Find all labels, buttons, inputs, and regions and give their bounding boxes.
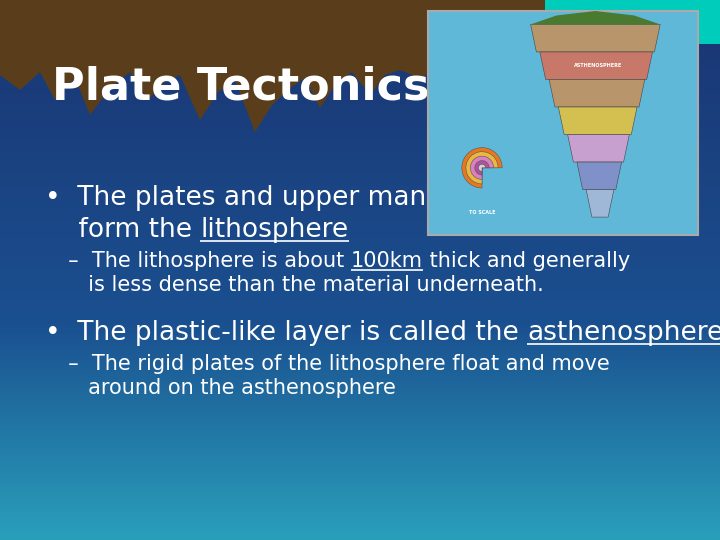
Wedge shape	[466, 152, 498, 184]
Text: Plate Tectonics: Plate Tectonics	[52, 65, 430, 108]
Wedge shape	[462, 147, 502, 188]
Text: 100km: 100km	[351, 251, 423, 271]
Polygon shape	[0, 0, 720, 132]
Text: –  The lithosphere is about: – The lithosphere is about	[55, 251, 351, 271]
Polygon shape	[577, 162, 621, 190]
Polygon shape	[545, 0, 720, 44]
Bar	[428, 11, 698, 235]
Polygon shape	[586, 190, 614, 217]
Text: TO SCALE: TO SCALE	[469, 210, 495, 215]
Text: •  The plates and upper mantle: • The plates and upper mantle	[45, 185, 460, 211]
Polygon shape	[567, 134, 629, 162]
Text: asthenosphere: asthenosphere	[527, 320, 720, 346]
Text: lithosphere: lithosphere	[200, 217, 348, 243]
Text: ASTHENOSPHERE: ASTHENOSPHERE	[574, 63, 622, 68]
Text: form the: form the	[45, 217, 200, 243]
Polygon shape	[531, 11, 660, 24]
Polygon shape	[540, 52, 652, 79]
Text: around on the asthenosphere: around on the asthenosphere	[55, 378, 396, 398]
Wedge shape	[470, 156, 494, 179]
Wedge shape	[478, 164, 485, 171]
Text: is less dense than the material underneath.: is less dense than the material undernea…	[55, 275, 544, 295]
Text: –  The rigid plates of the lithosphere float and move: – The rigid plates of the lithosphere fl…	[55, 354, 610, 374]
Polygon shape	[559, 107, 637, 134]
Wedge shape	[474, 160, 489, 175]
Text: thick and generally: thick and generally	[423, 251, 630, 271]
Text: •  The plastic-like layer is called the: • The plastic-like layer is called the	[45, 320, 527, 346]
Polygon shape	[549, 79, 645, 107]
Polygon shape	[531, 24, 660, 52]
